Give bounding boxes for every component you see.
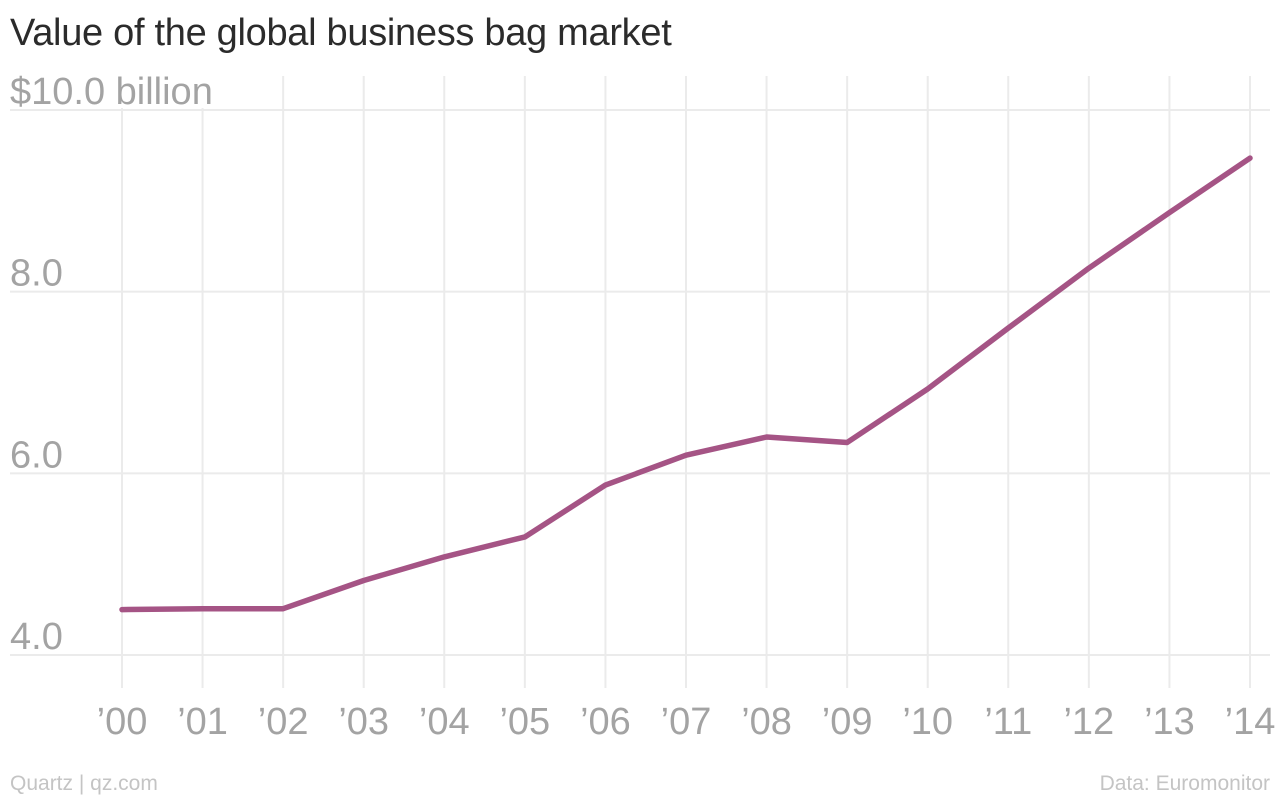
line-chart: 4.06.08.0$10.0 billion ’00’01’02’03’04’0… — [4, 71, 1276, 743]
y-tick-label: 6.0 — [10, 434, 63, 476]
x-tick-label: ’11 — [984, 701, 1032, 743]
data-source: Data: Euromonitor — [1099, 772, 1270, 795]
x-tick-label: ’02 — [258, 701, 309, 743]
x-tick-label: ’06 — [580, 701, 631, 743]
horizontal-gridlines — [10, 109, 1270, 656]
x-tick-label: ’08 — [741, 701, 792, 743]
y-tick-label-background — [4, 437, 64, 472]
y-tick-label: $10.0 billion — [10, 71, 213, 113]
x-tick-label: ’13 — [1144, 701, 1195, 743]
vertical-gridlines — [121, 76, 1251, 688]
y-tick-label: 8.0 — [10, 253, 63, 295]
x-axis-tick-labels: ’00 ’01 ’02 ’03 ’04 ’05 ’06 ’07 ’08 ’09 ’10 ’11 ’12 ’… — [97, 701, 1276, 743]
x-tick-label: ’04 — [419, 701, 470, 743]
series-line — [119, 155, 1253, 613]
y-tick-label: 4.0 — [10, 616, 63, 658]
chart-title: Value of the global business bag market — [10, 12, 672, 54]
y-tick-label-background — [4, 74, 216, 108]
source-credit: Quartz | qz.com — [10, 772, 158, 795]
x-tick-label: ’10 — [902, 701, 953, 743]
x-tick-label: ’07 — [661, 701, 712, 743]
x-tick-label: ’01 — [177, 701, 228, 743]
x-tick-label: ’14 — [1225, 701, 1276, 743]
x-tick-label: ’09 — [822, 701, 873, 743]
series-layer — [119, 155, 1253, 613]
x-tick-label: ’00 — [97, 701, 148, 743]
y-axis-tick-labels: 4.0 6.0 8.0 $10.0 billion — [4, 71, 216, 658]
x-tick-label: ’05 — [499, 701, 550, 743]
y-tick-label-background — [4, 619, 64, 653]
x-tick-label: ’12 — [1063, 701, 1114, 743]
x-tick-label: ’03 — [338, 701, 389, 743]
y-tick-label-background — [4, 255, 64, 290]
